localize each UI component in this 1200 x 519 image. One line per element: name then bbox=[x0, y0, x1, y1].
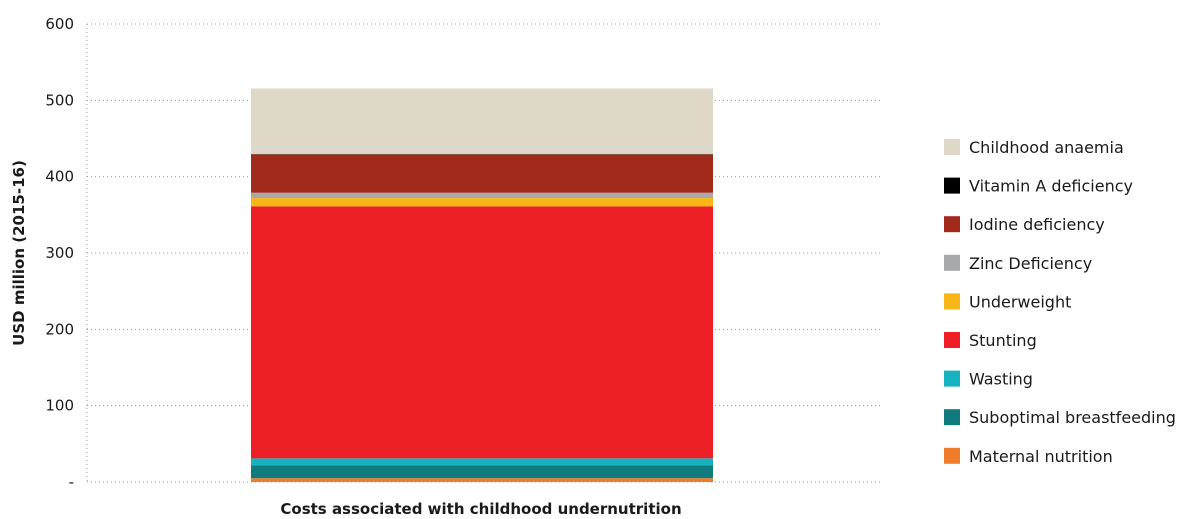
y-tick-label: - bbox=[69, 473, 74, 491]
y-tick-label: 300 bbox=[45, 244, 74, 262]
legend-swatch-suboptimal-breastfeeding bbox=[944, 409, 960, 426]
y-axis-label: USD million (2015-16) bbox=[10, 160, 28, 346]
legend-swatch-zinc-deficiency bbox=[944, 254, 960, 271]
legend-label-wasting: Wasting bbox=[969, 370, 1033, 389]
legend-swatch-childhood-anaemia bbox=[944, 139, 960, 155]
legend-swatch-wasting bbox=[944, 370, 960, 387]
bar-segment-zinc-deficiency bbox=[251, 192, 713, 199]
x-axis-label: Costs associated with childhood undernut… bbox=[280, 500, 681, 518]
legend: Childhood anaemia Vitamin A deficiency Iod… bbox=[944, 138, 1176, 466]
legend-label-zinc-deficiency: Zinc Deficiency bbox=[969, 254, 1092, 273]
legend-swatch-iodine-deficiency bbox=[944, 216, 960, 233]
legend-swatch-underweight bbox=[944, 293, 960, 310]
legend-label-vitamin-a-deficiency: Vitamin A deficiency bbox=[969, 177, 1133, 196]
y-tick-label: 100 bbox=[45, 397, 74, 415]
legend-label-childhood-anaemia: Childhood anaemia bbox=[969, 138, 1124, 157]
y-tick-label: 600 bbox=[45, 15, 74, 33]
legend-label-iodine-deficiency: Iodine deficiency bbox=[969, 215, 1105, 234]
legend-swatch-vitamin-a-deficiency bbox=[944, 177, 960, 194]
bar-segment-stunting bbox=[251, 206, 713, 459]
bar-segment-suboptimal-breastfeeding bbox=[251, 465, 713, 479]
bar-segment-underweight bbox=[251, 198, 713, 207]
bar-segment-wasting bbox=[251, 458, 713, 466]
legend-label-stunting: Stunting bbox=[969, 331, 1037, 350]
legend-swatch-maternal-nutrition bbox=[944, 447, 960, 464]
legend-label-suboptimal-breastfeeding: Suboptimal breastfeeding bbox=[969, 408, 1176, 427]
y-tick-label: 500 bbox=[45, 91, 74, 109]
legend-label-underweight: Underweight bbox=[969, 292, 1071, 311]
y-tick-label: 400 bbox=[45, 168, 74, 186]
bar-segment-maternal-nutrition bbox=[251, 478, 713, 482]
bar-segment-childhood-anaemia bbox=[251, 88, 713, 155]
legend-swatch-stunting bbox=[944, 332, 960, 348]
stacked-bar bbox=[251, 88, 713, 482]
y-tick-label: 200 bbox=[45, 320, 74, 338]
y-axis-ticks: - 100 200 300 400 500 600 bbox=[45, 15, 74, 491]
bar-segment-iodine-deficiency bbox=[251, 154, 713, 193]
legend-label-maternal-nutrition: Maternal nutrition bbox=[969, 447, 1113, 466]
